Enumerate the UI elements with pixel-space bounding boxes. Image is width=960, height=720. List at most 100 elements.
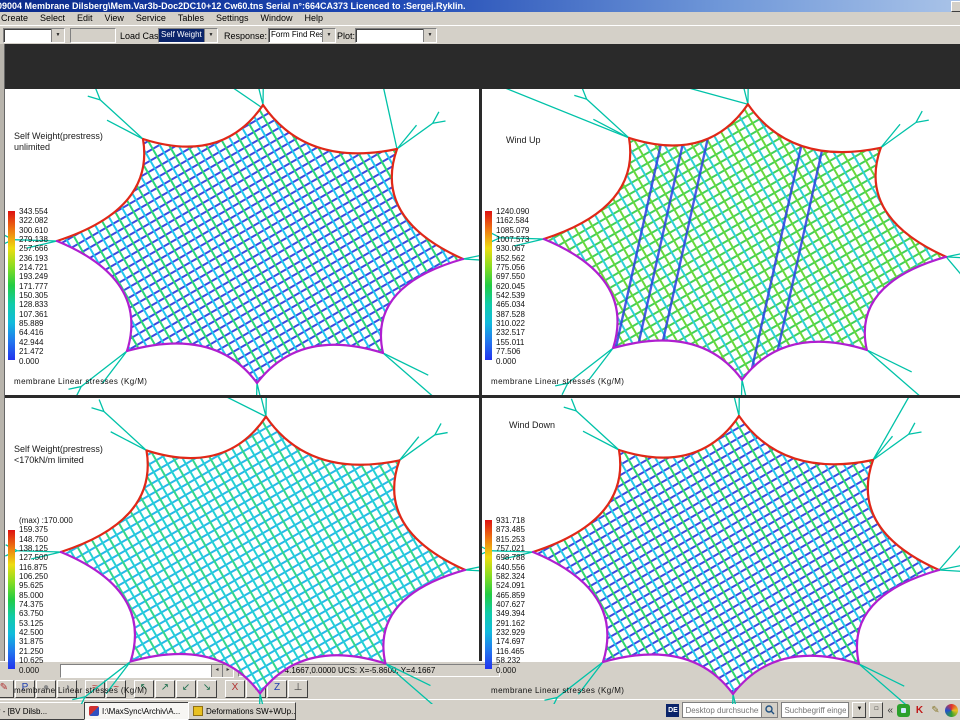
stress-scale-values: 343.554 322.082 300.610 279.138 257.666 236.1…	[19, 207, 48, 366]
toolbar-group: ✎ P ● ◑	[0, 680, 78, 698]
ucs-x-icon[interactable]: X	[225, 680, 245, 698]
main-toolbar: ▼ Load Case: Self Weight ▼ Response: For…	[0, 25, 960, 46]
chevron-down-icon[interactable]: ▼	[204, 29, 217, 42]
scale-value: 85.000	[19, 590, 44, 600]
titlebar[interactable]: 09004 Membrane Dilsberg\Mem.Var3b-Doc2DC…	[0, 0, 960, 12]
scale-value: 10.625	[19, 656, 44, 666]
app-icon	[193, 706, 203, 716]
menu-view[interactable]: View	[104, 13, 124, 23]
window-minimize-button[interactable]	[951, 1, 960, 12]
scale-value: 171.777	[19, 281, 48, 291]
viewport-wind-down[interactable]: Wind Down 931.718 873.485 815.253 757.021 69…	[482, 398, 960, 704]
orbit-icon[interactable]: ◑	[57, 680, 77, 698]
scale-value: 214.721	[19, 263, 48, 273]
scale-value: 138.125	[19, 544, 48, 554]
plot-label: Plot:	[337, 31, 356, 41]
viewport-title-line: Self Weight(prestress)	[14, 444, 103, 454]
stress-units-caption: membrane Linear stresses (Kg/M)	[14, 377, 148, 386]
stress-scale-bar	[8, 530, 15, 669]
menu-create[interactable]: Create	[1, 13, 29, 23]
scale-value: 232.929	[496, 628, 525, 638]
load-case-select[interactable]: Self Weight ▼	[158, 28, 218, 43]
menu-tables[interactable]: Tables	[177, 13, 204, 23]
viewport-grid: Self Weight(prestress) unlimited 343.554 3…	[0, 44, 960, 704]
scale-value: 757.021	[496, 544, 525, 554]
paint-icon[interactable]: ✎	[0, 680, 14, 698]
search-term-input[interactable]	[782, 705, 849, 715]
scale-value: 931.718	[496, 516, 525, 525]
point-p-icon[interactable]: P	[15, 680, 35, 698]
scroll-right-icon[interactable]: ▸	[222, 665, 233, 677]
scale-value: 349.394	[496, 609, 525, 619]
chevron-down-icon[interactable]: ▼	[852, 702, 867, 718]
tray-pen-icon[interactable]: ✎	[931, 704, 940, 716]
ucs-z-icon[interactable]: Z	[267, 680, 287, 698]
menu-settings[interactable]: Settings	[215, 13, 249, 23]
axis-isometric-icon[interactable]: ⊥	[288, 680, 308, 698]
membrane-mesh	[5, 398, 479, 704]
view-upper-right-icon[interactable]: ↗	[155, 680, 175, 698]
menu-select[interactable]: Select	[40, 13, 66, 23]
scale-value: 582.324	[496, 572, 525, 582]
search-term-box	[781, 702, 850, 718]
membrane-mesh	[482, 398, 960, 704]
scale-value: 95.625	[19, 581, 44, 591]
chevron-down-icon[interactable]: ▼	[322, 29, 335, 42]
chevron-down-icon[interactable]: ▼	[51, 29, 64, 42]
taskbar-task-deformations[interactable]: Deformations SW+WUp...	[188, 702, 296, 720]
view-lower-right-icon[interactable]: ↘	[197, 680, 217, 698]
viewport-self-weight-limited[interactable]: Self Weight(prestress) <170kN/m limited (…	[5, 398, 479, 704]
scale-value: (max) :170.000	[19, 516, 73, 525]
menu-help[interactable]: Help	[304, 13, 323, 23]
scale-value: 64.416	[19, 328, 44, 338]
tray-green-app-icon[interactable]	[897, 703, 910, 717]
membrane-mesh-canvas	[482, 398, 960, 704]
viewport-self-weight-unlimited[interactable]: Self Weight(prestress) unlimited 343.554 3…	[5, 89, 479, 395]
scale-value: 775.056	[496, 263, 525, 273]
viewport-wind-up[interactable]: Wind Up 1240.090 1162.584 1085.079 1007.573…	[482, 89, 960, 395]
scale-value: 930.067	[496, 244, 525, 254]
menu-service[interactable]: Service	[135, 13, 166, 23]
scale-value: 1240.090	[496, 207, 530, 216]
desktop-search-input[interactable]	[683, 705, 762, 715]
load-case-label: Load Case:	[120, 31, 167, 41]
menu-window[interactable]: Window	[260, 13, 293, 23]
view-lower-left-icon[interactable]: ↙	[176, 680, 196, 698]
command-input[interactable]	[61, 665, 211, 677]
scale-value: 279.138	[19, 235, 48, 245]
command-input-wrap: ◂ ▸	[60, 664, 234, 678]
tray-expand-icon[interactable]: «	[887, 704, 893, 716]
stress-scale-values: 1240.090 1162.584 1085.079 1007.573 930.067 8…	[496, 207, 529, 366]
scale-value: 127.500	[19, 553, 48, 563]
search-icon[interactable]	[761, 703, 778, 717]
tray-sphere-icon[interactable]	[945, 703, 958, 717]
tray-k-app-icon[interactable]: K	[915, 704, 924, 716]
viewport-title: Wind Up	[506, 135, 541, 146]
stress-scale-bar	[485, 211, 492, 360]
scale-value: 698.788	[496, 553, 525, 563]
viewport-title: Self Weight(prestress) unlimited	[14, 131, 103, 153]
scale-value: 1007.573	[496, 235, 530, 245]
language-indicator[interactable]: DE	[666, 703, 680, 717]
response-label: Response:	[224, 31, 268, 41]
view-upper-left-icon[interactable]: ↖	[134, 680, 154, 698]
pan-icon[interactable]: ●	[36, 680, 56, 698]
stress-scale-values: (max) :170.000 159.375 148.750 138.125 127.5…	[19, 516, 73, 675]
plot-select[interactable]: ▼	[355, 28, 437, 43]
quick-select-combo[interactable]: ▼	[3, 28, 65, 43]
restore-icon[interactable]: □	[869, 702, 884, 718]
scale-value: 620.045	[496, 281, 525, 291]
taskbar-task-maxsync[interactable]: I:\MaxSync\Archiv\A...	[84, 702, 194, 720]
scale-value: 640.556	[496, 562, 525, 572]
scale-value: 300.610	[19, 225, 48, 235]
response-select[interactable]: Form Find Respor ▼	[268, 28, 336, 43]
task-label: Deformations SW+WUp...	[206, 706, 296, 716]
viewport-title-line: Wind Down	[509, 420, 556, 430]
taskbar-task-engineer[interactable]: cia Engineer - [BV Dilsb...	[0, 702, 90, 720]
menu-edit[interactable]: Edit	[77, 13, 93, 23]
scale-value: 77.506	[496, 347, 521, 357]
scale-value: 42.944	[19, 337, 44, 347]
chevron-down-icon[interactable]: ▼	[423, 29, 436, 42]
scale-value: 128.833	[19, 300, 48, 310]
scroll-left-icon[interactable]: ◂	[211, 665, 222, 677]
